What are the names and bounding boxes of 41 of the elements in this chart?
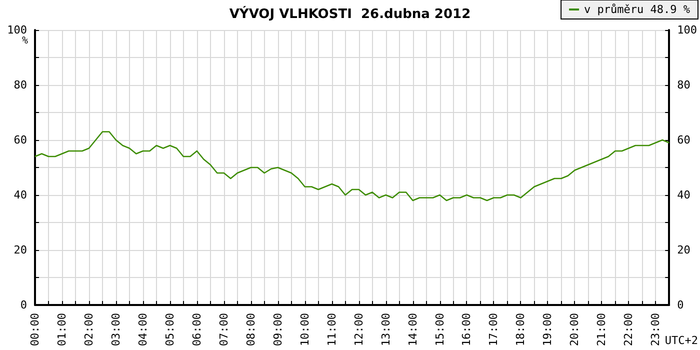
y-tick-label: 60 [14, 134, 27, 146]
x-tick-label: 02:00 [82, 313, 96, 346]
x-tick-label: 12:00 [352, 313, 366, 346]
y-tick-label: 0 [20, 298, 27, 312]
y-tick-label: 100 [7, 24, 27, 36]
x-tick-label: 10:00 [298, 313, 312, 346]
x-tick-label: 19:00 [541, 313, 554, 346]
x-tick-label: 21:00 [595, 313, 608, 346]
y-tick-label: 40 [14, 188, 27, 202]
y2-tick-label: 20 [677, 244, 690, 256]
x-tick-label: 09:00 [271, 313, 284, 346]
x-tick-label: 05:00 [163, 313, 176, 346]
y2-tick-label: 60 [677, 134, 690, 146]
x-tick-label: 06:00 [190, 313, 204, 346]
x-tick-label: 11:00 [325, 313, 338, 346]
y2-tick-label: 40 [677, 188, 690, 202]
x-tick-label: 23:00 [649, 313, 662, 346]
x-tick-label: 03:00 [109, 313, 122, 346]
x-tick-label: 08:00 [244, 313, 258, 346]
x-tick-label: 22:00 [622, 313, 636, 346]
x-tick-label: 14:00 [406, 313, 420, 346]
x-tick-label: 01:00 [55, 313, 68, 346]
legend-label: v průměru 48.9 % [584, 3, 690, 16]
chart-title: VÝVOJ VLHKOSTI 26.dubna 2012 [229, 5, 471, 22]
x-tick-label: 07:00 [217, 313, 230, 346]
y-axis-title: % [22, 36, 28, 46]
y-tick-label: 20 [14, 244, 27, 256]
y2-tick-label: 0 [677, 298, 684, 312]
text: UTC+2 [664, 334, 698, 347]
x-tick-label: 18:00 [514, 313, 528, 346]
x-tick-label: 16:00 [460, 313, 474, 346]
line-series [34, 131, 670, 202]
x-tick-label: 20:00 [568, 313, 582, 346]
x-tick-label: 04:00 [136, 313, 150, 346]
y2-tick-label: 80 [677, 78, 690, 92]
y2-tick-label: 100 [677, 24, 698, 36]
x-tick-label: 15:00 [433, 313, 446, 346]
x-tick-label: 13:00 [379, 313, 392, 346]
y-tick-label: 80 [14, 78, 27, 92]
x-tick-label: 00:00 [28, 313, 42, 346]
x-tick-label: 17:00 [487, 313, 500, 346]
